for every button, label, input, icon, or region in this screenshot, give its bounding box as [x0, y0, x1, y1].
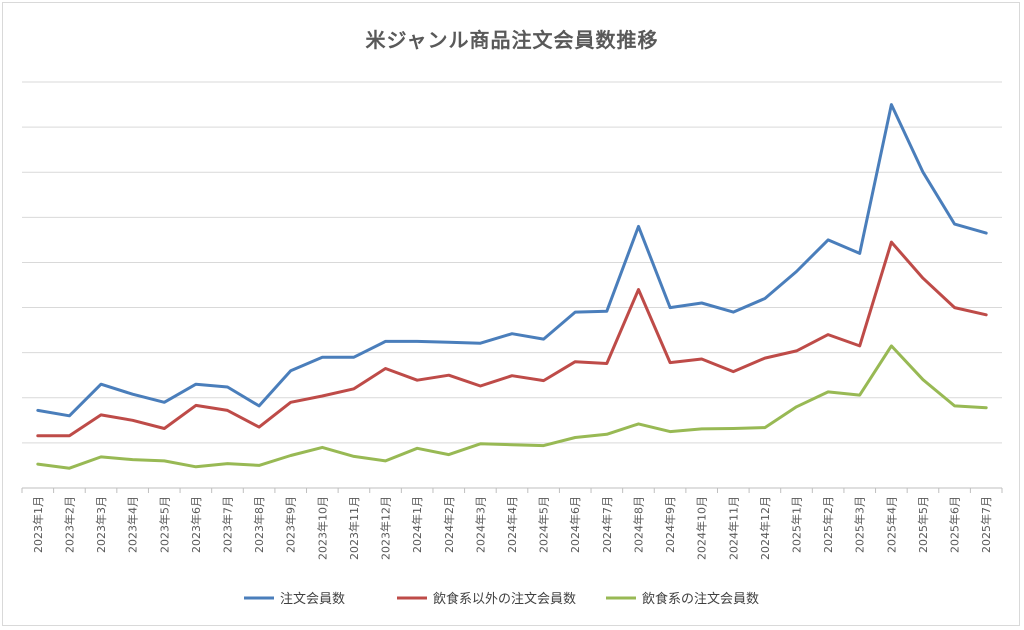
series-line-3	[36, 344, 988, 470]
series-line-1	[36, 103, 988, 418]
legend: 注文会員数 飲食系以外の注文会員数 飲食系の注文会員数	[244, 591, 759, 607]
x-tick-label: 2025年3月	[853, 496, 867, 553]
x-tick-label: 2025年7月	[979, 496, 993, 553]
x-tick-label: 2024年6月	[568, 496, 582, 553]
x-tick-label: 2024年1月	[410, 496, 424, 553]
x-tick-label: 2023年7月	[220, 496, 234, 553]
x-tick-label: 2023年9月	[284, 496, 298, 553]
x-tick-label: 2023年4月	[126, 496, 140, 553]
x-tick-label: 2023年2月	[62, 496, 76, 553]
chart-title: 米ジャンル商品注文会員数推移	[365, 28, 659, 52]
x-tick-label: 2023年12月	[379, 496, 393, 560]
x-tick-label: 2024年5月	[537, 496, 551, 553]
x-tick-label: 2025年2月	[821, 496, 835, 553]
series-lines	[36, 103, 988, 470]
x-tick-label: 2023年11月	[347, 496, 361, 560]
x-tick-label: 2023年3月	[94, 496, 108, 553]
legend-label: 飲食系の注文会員数	[642, 591, 759, 607]
x-tick-label: 2024年9月	[663, 496, 677, 553]
x-tick-label: 2024年7月	[600, 496, 614, 553]
x-axis	[21, 487, 1003, 493]
legend-label: 注文会員数	[280, 592, 345, 607]
x-tick-label: 2024年11月	[726, 496, 740, 560]
x-tick-label: 2023年5月	[157, 496, 171, 553]
x-tick-label: 2023年8月	[252, 496, 266, 553]
x-tick-label: 2024年3月	[473, 496, 487, 553]
x-tick-label: 2023年6月	[189, 496, 203, 553]
x-tick-labels: 2023年1月 2023年2月 2023年3月 2023年4月 2023年5月 2023年…	[31, 496, 993, 560]
x-tick-label: 2025年6月	[948, 496, 962, 553]
legend-label: 飲食系以外の注文会員数	[433, 591, 576, 607]
series-line-2	[36, 240, 988, 438]
x-tick-label: 2024年8月	[631, 496, 645, 553]
x-tick-label: 2023年10月	[315, 496, 329, 560]
x-tick-label: 2025年5月	[916, 496, 930, 553]
gridlines	[22, 81, 1002, 444]
x-tick-label: 2023年1月	[31, 496, 45, 553]
x-tick-label: 2025年1月	[790, 496, 804, 553]
x-tick-label: 2024年10月	[695, 496, 709, 560]
x-tick-label: 2024年4月	[505, 496, 519, 553]
x-tick-label: 2024年2月	[442, 496, 456, 553]
x-tick-label: 2024年12月	[758, 496, 772, 560]
x-tick-label: 2025年4月	[884, 496, 898, 553]
